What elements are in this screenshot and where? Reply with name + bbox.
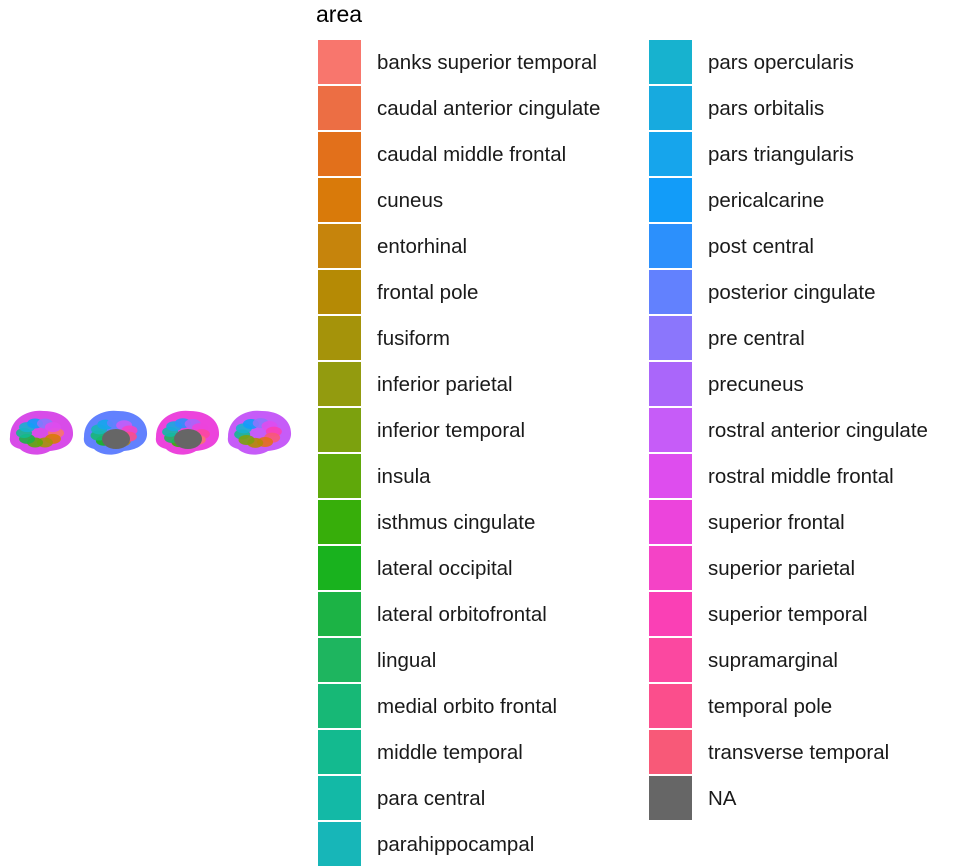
brain-view-left-medial xyxy=(83,410,148,455)
legend-swatch xyxy=(649,500,692,544)
legend-title: area xyxy=(316,1,363,27)
legend-swatch xyxy=(318,178,361,222)
legend-label: superior frontal xyxy=(708,511,845,534)
legend-swatch xyxy=(318,684,361,728)
legend-label: superior temporal xyxy=(708,603,868,626)
legend-label: frontal pole xyxy=(377,281,479,304)
legend-swatch xyxy=(649,86,692,130)
legend-swatch xyxy=(318,40,361,84)
legend-swatch xyxy=(318,638,361,682)
legend-label: supramarginal xyxy=(708,649,838,672)
legend-label: middle temporal xyxy=(377,741,523,764)
legend-swatch xyxy=(649,776,692,820)
legend-label: lateral orbitofrontal xyxy=(377,603,547,626)
legend-swatch xyxy=(318,776,361,820)
legend-label: isthmus cingulate xyxy=(377,511,536,534)
legend-label: para central xyxy=(377,787,486,810)
legend-label: lingual xyxy=(377,649,437,672)
legend-label: inferior temporal xyxy=(377,419,526,442)
legend-swatch xyxy=(318,224,361,268)
legend-label: entorhinal xyxy=(377,235,468,258)
legend-label: banks superior temporal xyxy=(377,51,597,74)
legend-swatch xyxy=(318,362,361,406)
legend-label: rostral middle frontal xyxy=(708,465,894,488)
legend-label: posterior cingulate xyxy=(708,281,876,304)
legend-swatch xyxy=(649,638,692,682)
legend-swatch xyxy=(649,316,692,360)
legend-label: transverse temporal xyxy=(708,741,890,764)
brain-view-left-lateral xyxy=(9,410,74,455)
brain-atlas-views xyxy=(9,410,292,455)
legend-label: cuneus xyxy=(377,189,444,212)
legend-swatch xyxy=(649,408,692,452)
legend-label: NA xyxy=(708,787,737,810)
legend-label: pars opercularis xyxy=(708,51,854,74)
legend-swatch xyxy=(649,546,692,590)
legend-swatch xyxy=(318,730,361,774)
legend-swatch xyxy=(318,546,361,590)
legend-label: post central xyxy=(708,235,814,258)
legend-swatch xyxy=(649,730,692,774)
legend-swatch xyxy=(318,270,361,314)
brain-view-right-lateral xyxy=(227,410,292,455)
legend-label: pars orbitalis xyxy=(708,97,825,120)
legend-swatch xyxy=(318,132,361,176)
legend-label: rostral anterior cingulate xyxy=(708,419,928,442)
legend-swatch xyxy=(318,86,361,130)
legend-label: fusiform xyxy=(377,327,450,350)
legend-swatch xyxy=(649,454,692,498)
legend-swatch xyxy=(318,500,361,544)
legend-label: pre central xyxy=(708,327,805,350)
legend-label: caudal middle frontal xyxy=(377,143,567,166)
legend-label: medial orbito frontal xyxy=(377,695,558,718)
legend-label: caudal anterior cingulate xyxy=(377,97,601,120)
legend-swatch xyxy=(318,316,361,360)
legend-swatch xyxy=(649,592,692,636)
legend-swatch xyxy=(649,178,692,222)
legend-label: parahippocampal xyxy=(377,833,535,856)
legend-swatch xyxy=(318,822,361,866)
legend-swatch xyxy=(649,362,692,406)
legend-swatch xyxy=(649,224,692,268)
legend-swatch xyxy=(318,592,361,636)
legend-label: insula xyxy=(377,465,431,488)
brain-view-right-medial xyxy=(155,410,220,455)
legend-label: temporal pole xyxy=(708,695,833,718)
legend-label: precuneus xyxy=(708,373,804,396)
legend-label: inferior parietal xyxy=(377,373,513,396)
legend-swatch xyxy=(649,270,692,314)
legend-label: lateral occipital xyxy=(377,557,513,580)
legend-swatch xyxy=(649,684,692,728)
legend-swatch xyxy=(318,454,361,498)
legend-label: pericalcarine xyxy=(708,189,825,212)
legend-label: superior parietal xyxy=(708,557,855,580)
legend-swatch xyxy=(318,408,361,452)
legend-swatch xyxy=(649,132,692,176)
legend-label: pars triangularis xyxy=(708,143,854,166)
legend-swatch xyxy=(649,40,692,84)
